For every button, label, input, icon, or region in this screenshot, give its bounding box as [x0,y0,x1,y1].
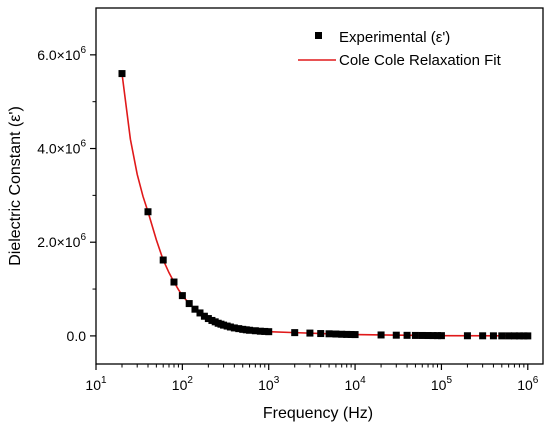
data-point [343,330,351,338]
legend-experimental-marker [315,32,322,39]
data-point [235,325,243,333]
data-point [196,309,204,317]
x-tick-label: 103 [258,375,280,393]
data-point [256,327,264,335]
data-point [332,330,340,338]
legend: Experimental (ε') Cole Cole Relaxation F… [298,29,502,69]
data-point [377,331,385,339]
y-tick-label: 0.0 [67,328,87,344]
y-tick-label: 2.0×106 [37,232,86,250]
data-point [291,329,299,337]
data-point [220,321,228,329]
data-point [411,331,419,339]
data-point [204,315,212,323]
data-point [265,328,273,336]
data-point [498,332,506,340]
data-point [505,332,513,340]
data-point [230,324,238,332]
data-point [433,332,441,340]
data-point [351,331,359,339]
data-point [226,323,234,331]
data-point [489,332,497,340]
data-point [159,256,167,264]
y-axis-title: Dielectric Constant (ε') [7,106,24,266]
data-point [479,332,487,340]
data-point [347,330,355,338]
data-point [144,208,152,216]
data-point [520,332,528,340]
x-tick-label: 101 [85,375,107,393]
data-point [178,292,186,300]
data-point [185,300,193,308]
x-tick-label: 106 [517,375,539,393]
data-point [418,331,426,339]
x-axis-title: Frequency (Hz) [263,405,373,422]
legend-fit-label: Cole Cole Relaxation Fit [339,52,502,69]
plot-frame [95,7,544,365]
data-point [325,330,333,338]
data-point [191,305,199,313]
data-point [424,332,432,340]
x-axis-ticks: 101 102 103 104 105 106 [85,364,539,393]
data-point [437,332,445,340]
data-point [118,70,126,78]
data-point [170,278,178,286]
data-point [338,330,346,338]
data-point [392,331,400,339]
data-point [251,327,259,335]
data-point [200,312,208,320]
data-point [429,332,437,340]
y-tick-label: 4.0×106 [37,139,86,157]
x-tick-label: 102 [172,375,194,393]
y-axis-ticks: 0.0 2.0×106 4.0×106 6.0×106 [37,45,96,344]
x-tick-label: 104 [345,375,367,393]
data-point [510,332,518,340]
data-point [261,327,269,335]
points-layer [118,70,532,340]
legend-experimental-label: Experimental (ε') [339,29,450,46]
data-point [317,330,325,338]
data-point [403,331,411,339]
x-tick-label: 105 [431,375,453,393]
data-point [515,332,523,340]
data-point [239,325,247,333]
y-tick-label: 6.0×106 [37,45,86,63]
data-point [463,332,471,340]
data-point [246,326,254,334]
data-point [524,332,532,340]
data-point [306,329,314,337]
